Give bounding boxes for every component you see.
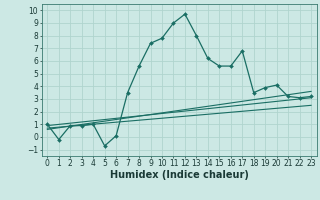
X-axis label: Humidex (Indice chaleur): Humidex (Indice chaleur) (110, 170, 249, 180)
